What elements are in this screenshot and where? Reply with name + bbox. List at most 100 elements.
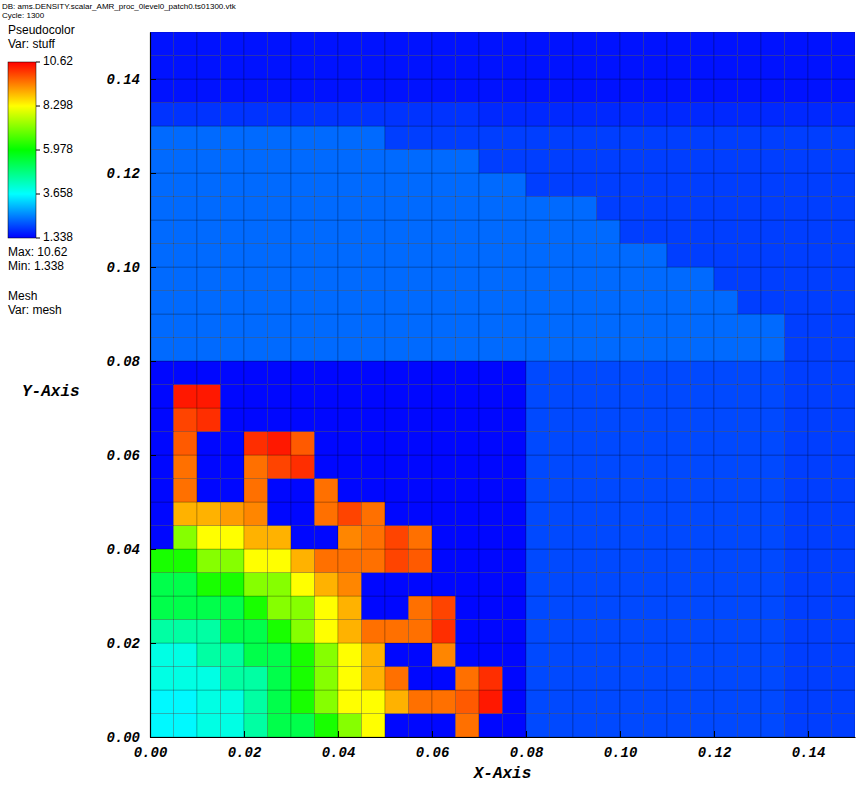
cell (573, 526, 597, 550)
cell (808, 361, 832, 385)
cell (338, 32, 362, 56)
cell (714, 502, 738, 526)
cell (503, 56, 527, 80)
cell (597, 103, 621, 127)
cell (667, 220, 691, 244)
cell (197, 479, 221, 503)
cell (620, 267, 644, 291)
cell (362, 526, 386, 550)
cell (479, 314, 503, 338)
cell (644, 79, 668, 103)
cell (761, 408, 785, 432)
cell (526, 56, 550, 80)
tick: 0.12 (106, 166, 156, 182)
cell (221, 690, 245, 714)
cell (620, 32, 644, 56)
cell (362, 502, 386, 526)
cell (503, 361, 527, 385)
cell (456, 643, 480, 667)
cell (761, 432, 785, 456)
cell (150, 56, 174, 80)
cell (550, 220, 574, 244)
cell (385, 150, 409, 174)
cell (667, 643, 691, 667)
cell (620, 56, 644, 80)
cell (409, 573, 433, 597)
cell (244, 667, 268, 691)
cell (808, 526, 832, 550)
cell (268, 549, 292, 573)
cell (761, 620, 785, 644)
cell (338, 385, 362, 409)
cell (550, 103, 574, 127)
cell (291, 643, 315, 667)
cell (785, 79, 809, 103)
cell (808, 56, 832, 80)
cell (385, 526, 409, 550)
cell (244, 714, 268, 738)
cell (456, 291, 480, 315)
cell (432, 197, 456, 221)
cell (268, 573, 292, 597)
title: DB: ams.DENSITY.scalar_AMR_proc_0level0_… (2, 2, 237, 11)
cell (338, 361, 362, 385)
cell (503, 385, 527, 409)
cell (503, 714, 527, 738)
cell (385, 267, 409, 291)
cell (597, 432, 621, 456)
cell (503, 220, 527, 244)
cell (597, 291, 621, 315)
cell (714, 526, 738, 550)
cell (597, 267, 621, 291)
cell (526, 32, 550, 56)
cell (761, 56, 785, 80)
cell (738, 291, 762, 315)
cell (761, 479, 785, 503)
cell (338, 714, 362, 738)
cell (691, 244, 715, 268)
cell (573, 150, 597, 174)
cell (150, 549, 174, 573)
cell (150, 103, 174, 127)
cell (221, 526, 245, 550)
cell (550, 150, 574, 174)
cell (432, 291, 456, 315)
cell (785, 173, 809, 197)
cell (479, 220, 503, 244)
cell (573, 690, 597, 714)
colorbar-tick (36, 238, 40, 239)
cell (221, 596, 245, 620)
cell (197, 103, 221, 127)
cell (315, 502, 339, 526)
cell (785, 338, 809, 362)
cell (597, 455, 621, 479)
cell (456, 573, 480, 597)
cell (385, 432, 409, 456)
cell (291, 667, 315, 691)
cell (456, 220, 480, 244)
cell (503, 173, 527, 197)
cell (785, 714, 809, 738)
cell (597, 620, 621, 644)
cell (808, 455, 832, 479)
cell (691, 361, 715, 385)
tick: 0.08 (510, 731, 544, 761)
cell (550, 549, 574, 573)
cell (714, 126, 738, 150)
cell (667, 526, 691, 550)
cell (597, 338, 621, 362)
cell (691, 220, 715, 244)
tick: 0.04 (106, 542, 156, 558)
cell (244, 526, 268, 550)
cell (432, 79, 456, 103)
cell (620, 667, 644, 691)
tick-mark (150, 79, 156, 80)
cell (268, 432, 292, 456)
tick-label: 0.14 (792, 745, 826, 761)
cell (432, 338, 456, 362)
cell (268, 479, 292, 503)
cell (338, 690, 362, 714)
cell (150, 173, 174, 197)
tick-label: 0.10 (106, 260, 140, 276)
cell (503, 150, 527, 174)
